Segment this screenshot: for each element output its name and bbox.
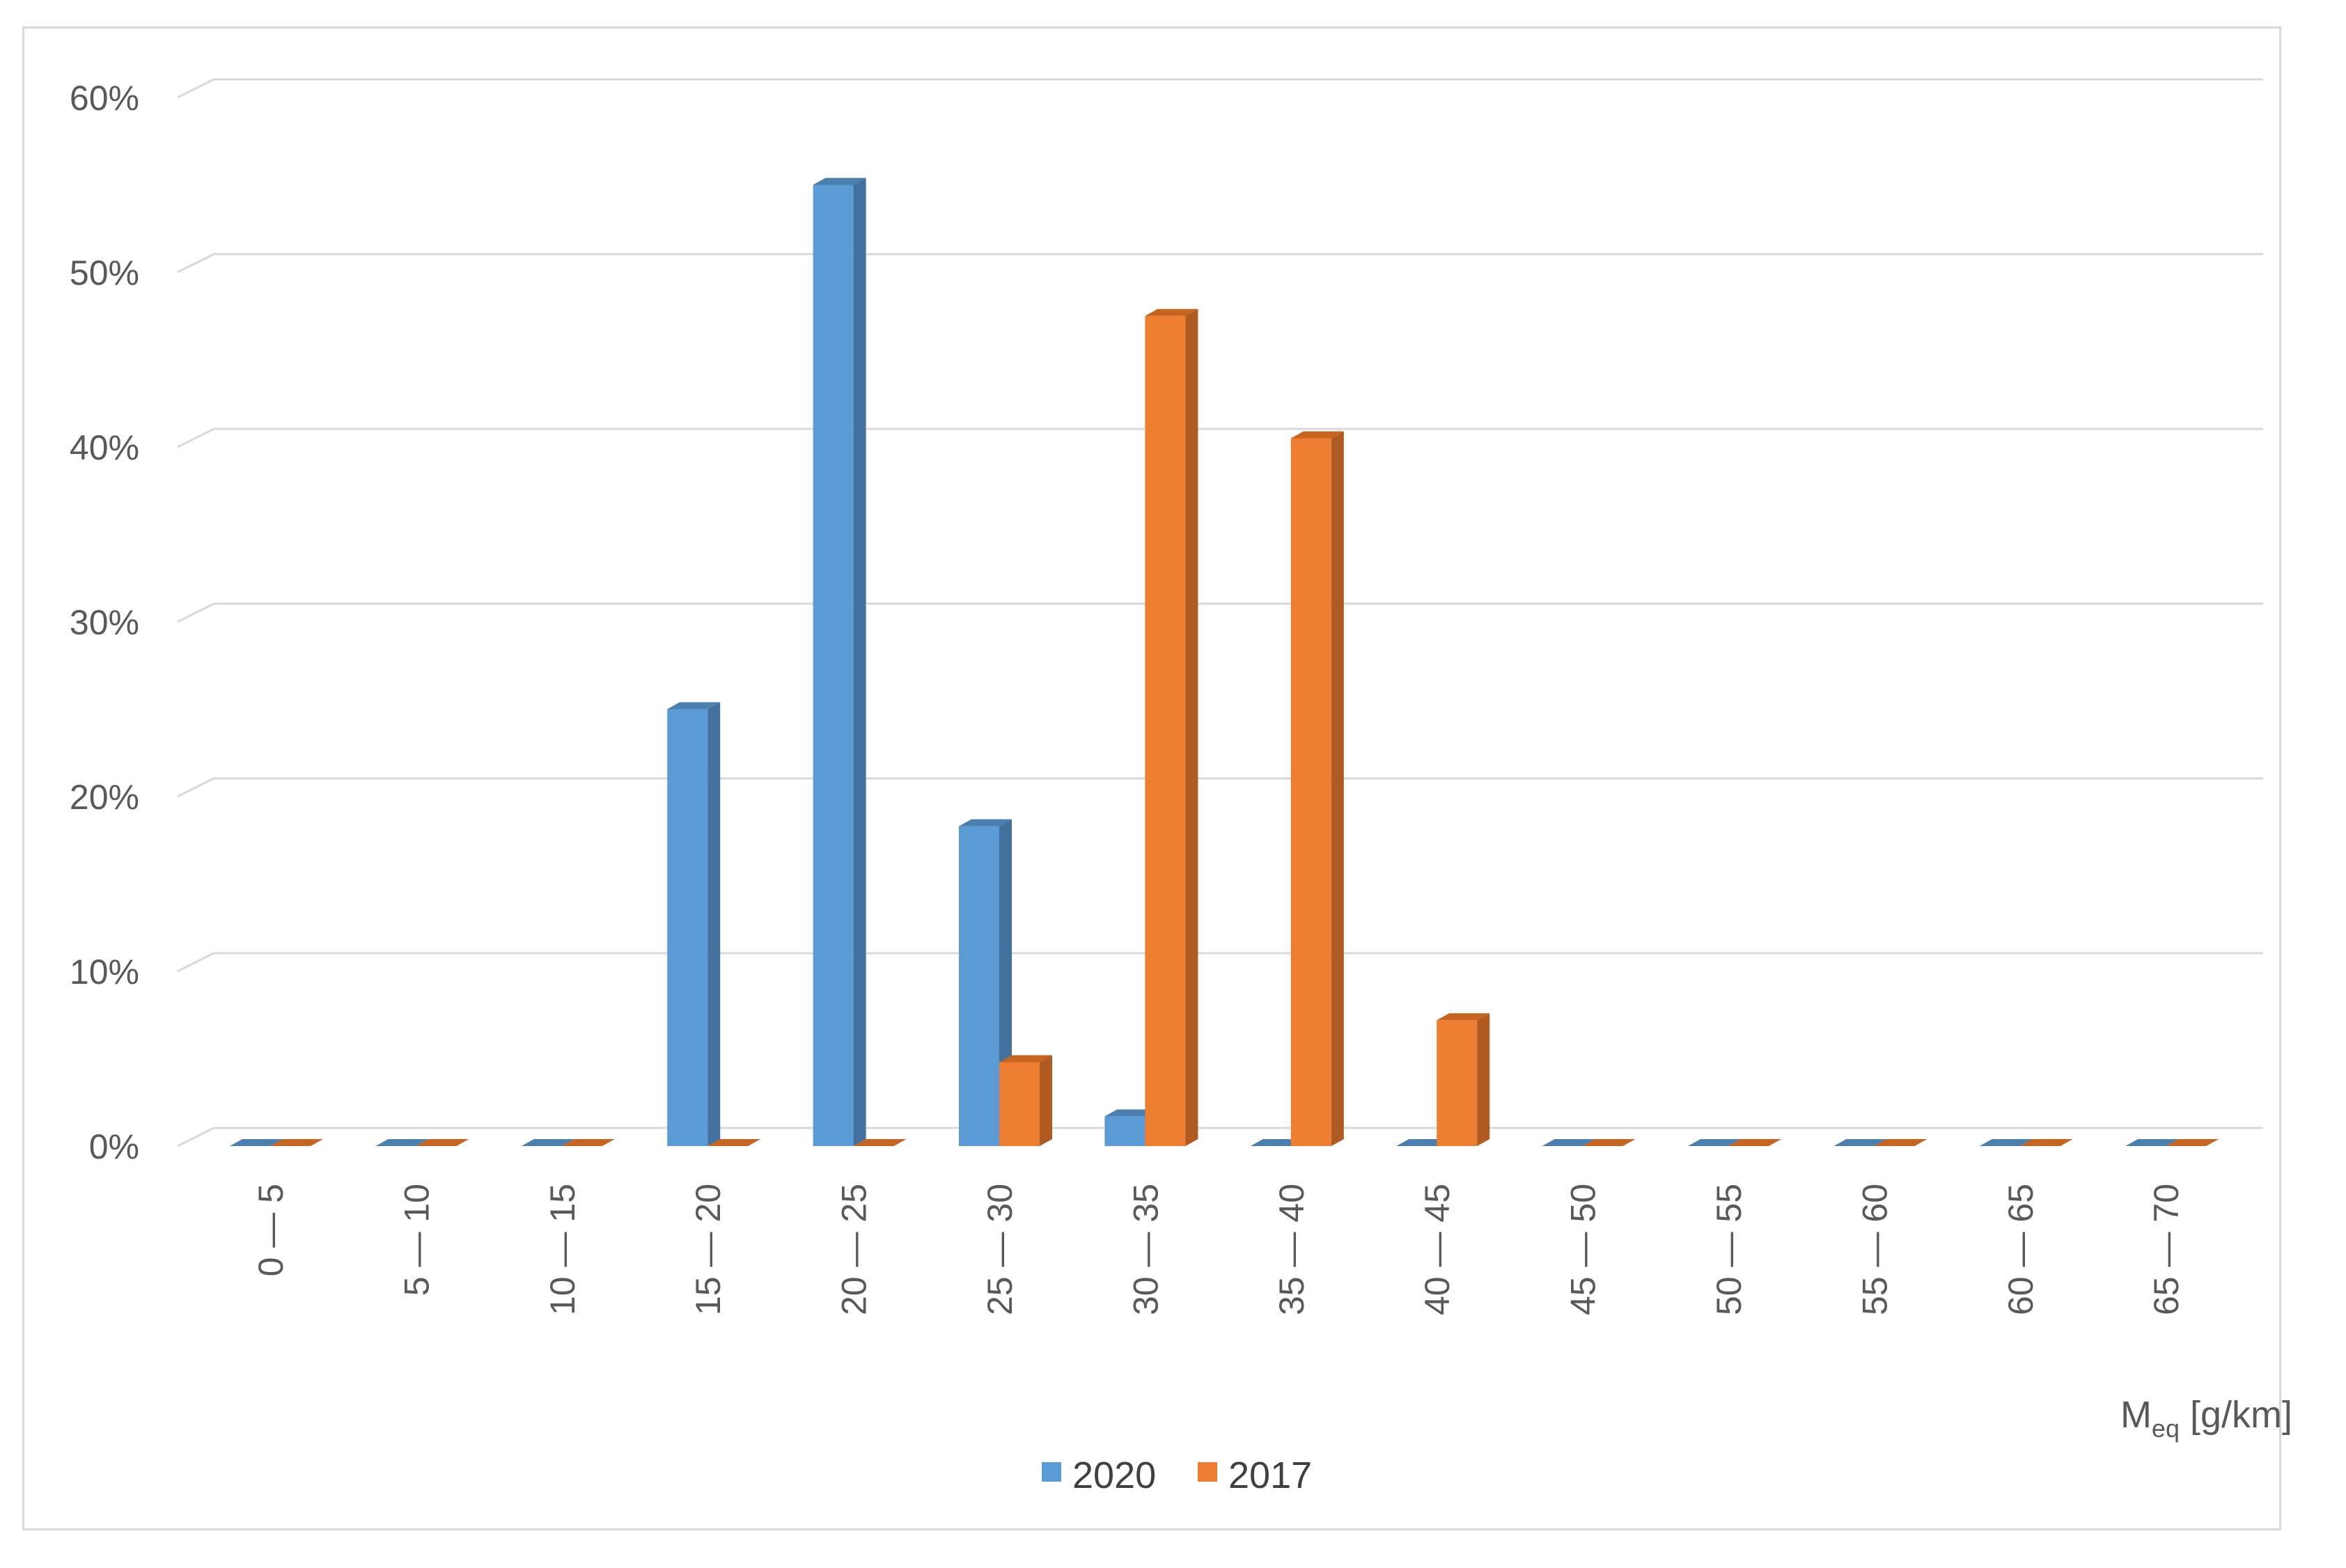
bar-2017-side: [1185, 308, 1198, 1146]
x-tick-label: 15 — 20: [689, 1184, 728, 1315]
x-axis-ticks: 0 — 5 5 — 10 10 — 15 15 — 20 20 — 25 25 — 30 3…: [251, 1184, 2186, 1315]
x-tick-label: 5 — 10: [397, 1184, 436, 1296]
bar-2017-top: [270, 1139, 323, 1146]
bar-2020-front: [667, 709, 708, 1146]
bar-2017-top: [1290, 431, 1344, 439]
y-tick-label: 50%: [70, 253, 139, 292]
bar-2020-top: [1979, 1139, 2033, 1146]
bar-2020-top: [1104, 1109, 1158, 1117]
bar-2020-top: [375, 1139, 429, 1146]
x-tick-label: 50 — 55: [1710, 1184, 1749, 1315]
bar-2020-side: [707, 702, 721, 1146]
x-tick-label: 45 — 50: [1564, 1184, 1603, 1315]
x-tick-label: 25 — 30: [980, 1184, 1019, 1315]
bar-2017-top: [2166, 1139, 2219, 1146]
legend-swatch-2017: [1198, 1462, 1217, 1482]
bar-2017-top: [1874, 1139, 1927, 1146]
y-tick-label: 0%: [89, 1127, 139, 1166]
gridline: [177, 952, 2263, 973]
bar-2020-front: [813, 185, 854, 1146]
y-tick-label: 20%: [70, 778, 139, 817]
bar-2020-top: [1688, 1139, 1741, 1146]
bar-2017-front: [1145, 315, 1186, 1146]
bar-2017-front: [1290, 438, 1331, 1146]
bar-2017-top: [1145, 308, 1198, 316]
bar-2020-top: [1250, 1139, 1304, 1146]
bar-2017-top: [707, 1139, 761, 1146]
x-tick-label: 0 — 5: [251, 1184, 290, 1276]
bar-2017-top: [853, 1139, 907, 1146]
bar-2017-top: [1582, 1139, 1636, 1146]
bar-2020-top: [2125, 1139, 2179, 1146]
x-axis-title: Meq [g/km]: [2120, 1394, 2292, 1443]
gridline: [177, 602, 2263, 623]
bar-2020-front: [959, 826, 999, 1146]
bar-2020-top: [521, 1139, 574, 1146]
gridline: [177, 1127, 2263, 1147]
y-axis-ticks: 0% 10% 20% 30% 40% 50% 60%: [70, 79, 139, 1166]
y-tick-label: 30%: [70, 603, 139, 642]
bar-2020-top: [959, 819, 1012, 826]
x-axis-title-unit: [g/km]: [2180, 1394, 2292, 1436]
y-tick-label: 60%: [70, 79, 139, 118]
x-tick-label: 10 — 15: [543, 1184, 582, 1315]
bar-2017-top: [1728, 1139, 1781, 1146]
bar-2020-top: [1833, 1139, 1887, 1146]
gridline: [177, 78, 2263, 99]
legend-label-2020: 2020: [1072, 1455, 1156, 1496]
x-axis-title-main: M: [2120, 1394, 2152, 1436]
bar-2017-side: [1331, 431, 1344, 1147]
bar-2020-top: [813, 178, 866, 185]
bar-2017-top: [2019, 1139, 2073, 1146]
gridline: [177, 428, 2263, 448]
legend: 2020 2017: [1042, 1455, 1312, 1496]
x-tick-label: 60 — 65: [2001, 1184, 2040, 1315]
bar-2017-top: [1437, 1013, 1490, 1021]
bar-2020-top: [230, 1139, 283, 1146]
x-tick-label: 20 — 25: [835, 1184, 874, 1315]
bar-2017-side: [1040, 1055, 1052, 1146]
gridline: [177, 777, 2263, 798]
bar-2017-side: [1477, 1013, 1490, 1146]
x-tick-label: 65 — 70: [2147, 1184, 2186, 1315]
x-axis-title-subscript: eq: [2152, 1414, 2180, 1443]
bar-2017-front: [1437, 1020, 1478, 1146]
y-tick-label: 10%: [70, 952, 139, 991]
bar-2017-top: [999, 1055, 1052, 1063]
gridline: [177, 253, 2263, 274]
bar-2020-top: [1542, 1139, 1595, 1146]
bar-2017-top: [416, 1139, 469, 1146]
x-tick-label: 55 — 60: [1855, 1184, 1894, 1315]
bar-2020-top: [667, 702, 721, 709]
legend-swatch-2020: [1042, 1462, 1061, 1482]
x-tick-label: 35 — 40: [1272, 1184, 1311, 1315]
legend-label-2017: 2017: [1228, 1455, 1312, 1496]
bar-2020-side: [853, 178, 866, 1146]
gridlines: [177, 78, 2263, 1147]
bar-2017-front: [999, 1062, 1040, 1146]
bar-2020-front: [1104, 1116, 1145, 1146]
bar-2017-top: [561, 1139, 615, 1146]
y-tick-label: 40%: [70, 428, 139, 467]
x-tick-label: 30 — 35: [1126, 1184, 1165, 1315]
bar-2020-top: [1396, 1139, 1450, 1146]
bars: [230, 178, 2219, 1147]
x-tick-label: 40 — 45: [1418, 1184, 1457, 1315]
